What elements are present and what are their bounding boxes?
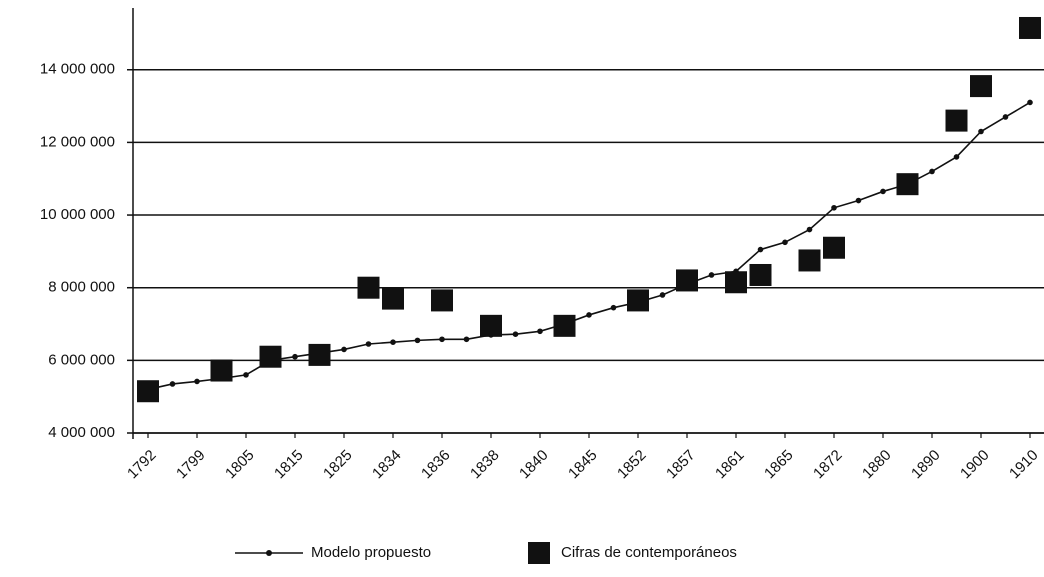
line-point [1027,99,1033,106]
square-marker [798,249,821,272]
y-tick-label: 10 000 000 [40,206,115,223]
line-point [586,312,592,318]
x-tick-label: 1890 [908,447,944,483]
line-point [414,337,421,344]
x-tick-label: 1845 [565,447,601,483]
y-tick-label: 4 000 000 [48,424,115,441]
square-marker [431,289,453,312]
line-point [880,188,886,195]
line-point [512,331,519,337]
square-marker [823,236,845,259]
line-point [782,239,788,246]
x-tick-label: 1825 [320,447,356,483]
square-marker [749,263,772,286]
x-tick-label: 1900 [957,447,993,483]
square-marker [627,289,649,312]
line-point [610,304,617,311]
x-tick-label: 1834 [369,447,405,483]
x-tick-label: 1852 [614,447,650,483]
line-point [929,168,935,175]
square-marker [357,276,380,299]
square-marker [970,75,992,98]
square-marker [259,345,282,368]
line-point [953,154,960,160]
square-marker [382,287,404,310]
line-point [194,378,200,385]
line-point [1002,114,1009,120]
line-point [341,346,347,353]
square-marker [725,271,747,294]
y-tick-label: 14 000 000 [40,61,115,78]
x-tick-label: 1857 [663,447,699,483]
line-point [806,226,813,233]
square-marker [480,314,502,337]
square-marker [676,269,698,292]
x-tick-label: 1815 [271,447,307,483]
x-tick-label: 1799 [173,447,209,483]
line-point [659,292,666,298]
line-point [855,197,862,204]
square-marker [308,343,331,366]
line-point [292,353,298,360]
square-marker [553,314,576,337]
x-tick-label: 1838 [467,447,503,483]
line-point [537,328,543,335]
line-point [243,372,249,378]
legend-label: Modelo propuesto [311,544,431,561]
x-tick-label: 1805 [222,447,258,483]
square-marker [896,173,919,196]
square-marker [137,380,159,403]
x-tick-label: 1792 [124,447,160,483]
legend-label: Cifras de contemporáneos [561,544,737,561]
line-point [708,272,715,278]
line-point [390,339,396,345]
legend-square [528,542,550,564]
line-point [463,336,470,343]
x-tick-label: 1872 [810,447,846,483]
line-point [169,381,176,387]
line-point [978,128,984,135]
line-point [439,336,445,343]
x-tick-label: 1861 [712,447,748,483]
y-tick-label: 6 000 000 [48,351,115,368]
square-marker [210,359,233,382]
line-point [831,204,837,211]
y-tick-label: 12 000 000 [40,133,115,150]
line-point [365,341,372,347]
x-tick-label: 1840 [516,447,552,483]
y-tick-label: 8 000 000 [48,279,115,296]
x-tick-label: 1865 [761,447,797,483]
line-point [757,246,764,253]
legend-point [266,550,272,556]
square-marker [945,109,968,132]
x-tick-label: 1836 [418,447,454,483]
x-tick-label: 1880 [859,447,895,483]
square-marker [1019,16,1041,39]
x-tick-label: 1910 [1006,447,1042,483]
